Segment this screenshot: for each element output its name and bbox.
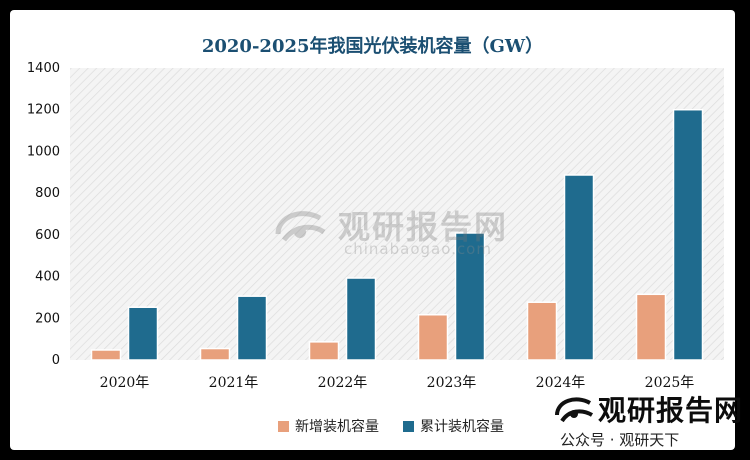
bar-cumulative-capacity: [345, 277, 377, 361]
x-tick-label: 2025年: [645, 375, 695, 391]
chart-title: 2020-2025年我国光伏装机容量（GW）: [201, 36, 544, 57]
bar-new-capacity: [308, 341, 340, 361]
plot-area: [70, 68, 724, 360]
y-tick-label: 600: [35, 228, 60, 243]
x-tick-label: 2022年: [318, 375, 368, 391]
legend-swatch-cumulative: [403, 420, 414, 432]
legend-swatch-new: [278, 420, 289, 432]
x-tick-label: 2021年: [209, 375, 259, 391]
y-tick-label: 1400: [27, 61, 60, 76]
bar-cumulative-capacity: [127, 306, 159, 361]
legend-label-new: 新增装机容量: [295, 419, 379, 435]
y-tick-label: 800: [35, 186, 60, 201]
bar-new-capacity: [90, 349, 122, 361]
bar-cumulative-capacity: [236, 295, 268, 361]
legend: 新增装机容量 累计装机容量: [278, 412, 568, 440]
y-tick-label: 200: [35, 311, 60, 326]
y-tick-label: 0: [52, 353, 60, 368]
y-tick-label: 1200: [27, 103, 60, 118]
legend-label-cumulative: 累计装机容量: [420, 419, 504, 435]
x-tick-label: 2020年: [100, 375, 150, 391]
x-tick-label: 2024年: [536, 375, 586, 391]
bar-new-capacity: [526, 301, 558, 361]
y-tick-label: 1000: [27, 144, 60, 159]
bar-chart: 0 200 400 600 800 1000 1200 1400 2020年 2021年 2022…: [27, 61, 724, 391]
legend-item-cumulative: 累计装机容量: [403, 416, 504, 436]
bar-new-capacity: [635, 293, 667, 361]
bar-cumulative-capacity: [672, 108, 704, 361]
legend-item-new: 新增装机容量: [278, 416, 379, 436]
bar-new-capacity: [417, 313, 449, 361]
x-tick-label: 2023年: [427, 375, 477, 391]
y-tick-label: 400: [35, 270, 60, 285]
bar-new-capacity: [199, 347, 231, 361]
bar-cumulative-capacity: [563, 174, 595, 361]
chart-frame: 2020-2025年我国光伏装机容量（GW） 0 200 400 600 800 1000…: [10, 10, 742, 450]
bar-cumulative-capacity: [454, 232, 486, 361]
